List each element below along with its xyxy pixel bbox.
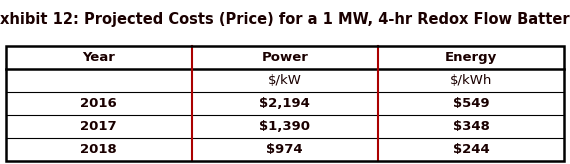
Text: $974: $974 [266, 143, 303, 156]
Bar [6, 46, 564, 161]
Text: 2016: 2016 [80, 97, 117, 110]
Text: $244: $244 [453, 143, 490, 156]
Text: $/kW: $/kW [268, 74, 302, 87]
Text: $2,194: $2,194 [259, 97, 310, 110]
Text: Exhibit 12: Projected Costs (Price) for a 1 MW, 4-hr Redox Flow Battery: Exhibit 12: Projected Costs (Price) for … [0, 12, 570, 27]
Text: Year: Year [82, 51, 115, 64]
Text: 2017: 2017 [80, 120, 117, 133]
Text: $549: $549 [453, 97, 489, 110]
Text: $348: $348 [453, 120, 490, 133]
Text: Power: Power [261, 51, 308, 64]
Text: $/kWh: $/kWh [450, 74, 492, 87]
Text: Energy: Energy [445, 51, 497, 64]
Text: $1,390: $1,390 [259, 120, 310, 133]
Text: 2018: 2018 [80, 143, 117, 156]
